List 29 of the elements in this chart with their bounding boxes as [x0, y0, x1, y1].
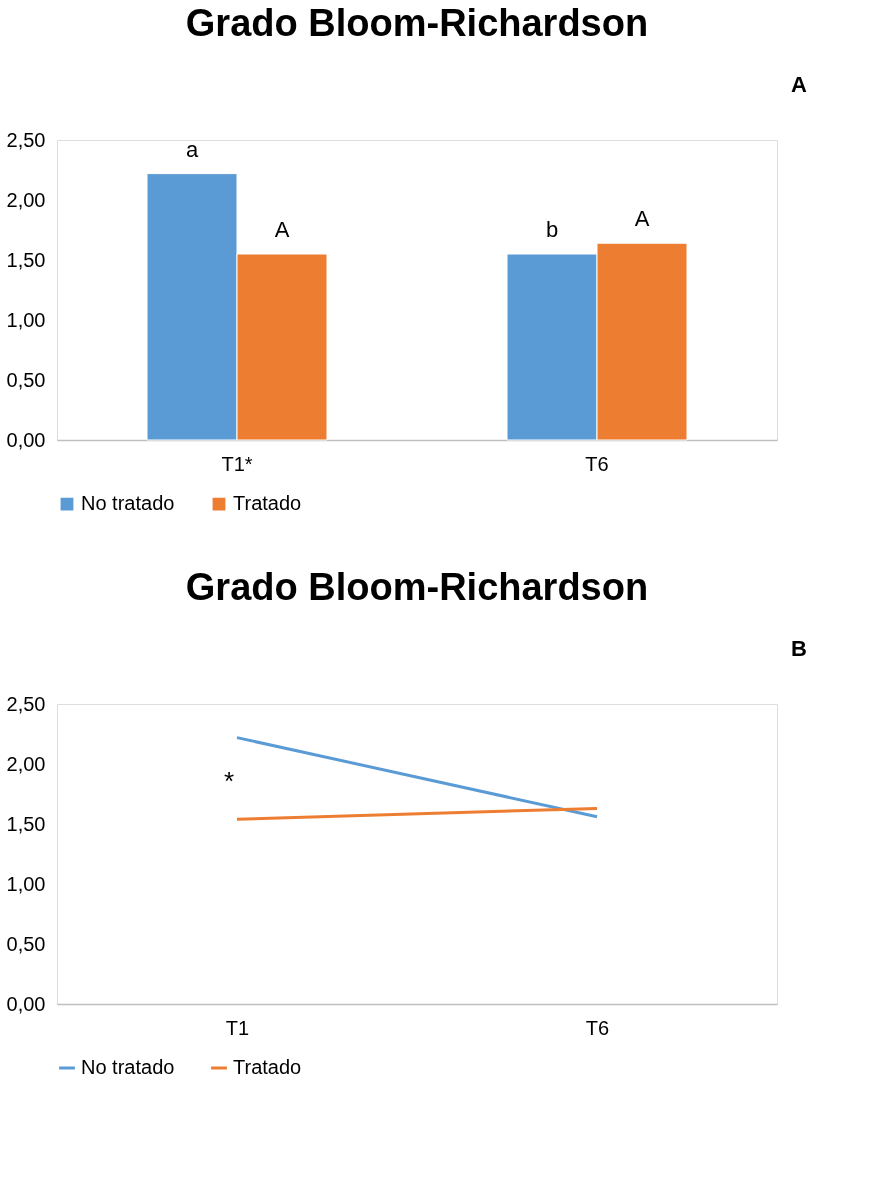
text: B: [791, 636, 807, 661]
legend-label: Tratado: [233, 1056, 302, 1078]
x-tick-label: T6: [585, 452, 609, 475]
legend-label: No tratado: [81, 492, 175, 515]
annotation: b: [545, 217, 559, 242]
y-tick-label: 1,50: [6, 812, 46, 835]
annotation: a: [185, 136, 199, 162]
y-tick-label: 2,50: [6, 692, 46, 715]
annotation: A: [274, 217, 290, 242]
x-tick-label: T1*: [221, 452, 253, 475]
y-tick-label: 2,50: [6, 128, 46, 151]
y-tick-label: 1,00: [6, 872, 46, 895]
y-tick-label: 1,00: [6, 308, 46, 331]
legend-label: Tratado: [233, 492, 302, 515]
chart-title: Grado Bloom-Richardson: [185, 566, 649, 608]
y-tick-label: 0,00: [6, 992, 46, 1015]
legend-label: No tratado: [81, 1056, 175, 1078]
chart-title: Grado Bloom-Richardson: [185, 2, 649, 44]
text: A: [791, 72, 808, 97]
annotation: *: [223, 766, 235, 796]
x-tick-label: T6: [585, 1016, 610, 1039]
y-tick-label: 2,00: [6, 188, 46, 211]
y-tick-label: 0,00: [6, 428, 46, 451]
annotation: A: [634, 206, 650, 232]
x-tick-label: T1: [225, 1016, 250, 1039]
y-tick-label: 0,50: [6, 932, 46, 955]
y-tick-label: 0,50: [6, 368, 46, 391]
y-tick-label: 2,00: [6, 752, 46, 775]
y-tick-label: 1,50: [6, 248, 46, 271]
